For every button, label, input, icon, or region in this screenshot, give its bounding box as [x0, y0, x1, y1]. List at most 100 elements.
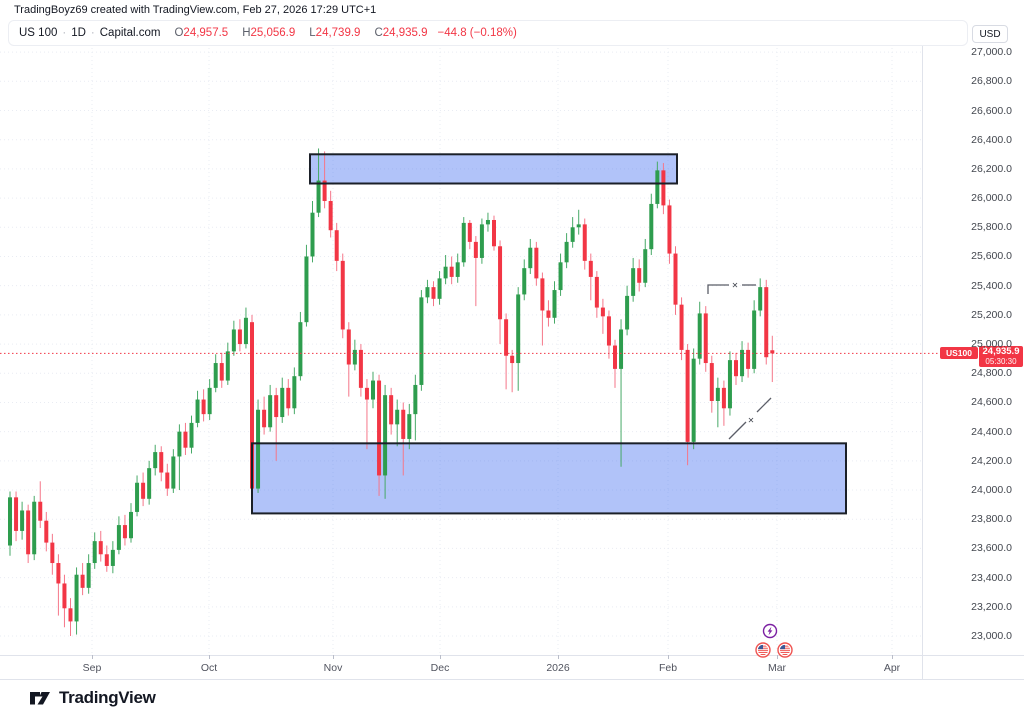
candle[interactable] — [467, 219, 472, 250]
candle[interactable] — [26, 504, 31, 564]
us-flag-event-icon[interactable] — [777, 642, 793, 658]
candle[interactable] — [92, 532, 97, 569]
candle[interactable] — [358, 344, 363, 397]
candle[interactable] — [734, 352, 738, 385]
candle[interactable] — [528, 238, 533, 274]
candle[interactable] — [534, 241, 539, 286]
candle[interactable] — [649, 193, 654, 256]
candle[interactable] — [135, 475, 140, 517]
currency-button[interactable]: USD — [972, 25, 1008, 43]
candle[interactable] — [371, 371, 375, 409]
candle[interactable] — [613, 339, 617, 388]
candle[interactable] — [104, 545, 109, 572]
candle[interactable] — [746, 342, 751, 378]
candle[interactable] — [582, 218, 587, 270]
candle[interactable] — [691, 348, 696, 450]
candle[interactable] — [56, 554, 61, 616]
candle[interactable] — [44, 511, 49, 552]
candle[interactable] — [449, 256, 454, 285]
candle[interactable] — [413, 374, 418, 441]
candle[interactable] — [86, 554, 91, 594]
candle[interactable] — [522, 259, 527, 301]
candle[interactable] — [62, 574, 67, 628]
candle[interactable] — [401, 402, 406, 476]
supply-zone[interactable] — [310, 154, 677, 184]
symbol-title[interactable]: US 100 — [19, 27, 58, 39]
candle[interactable] — [764, 279, 769, 365]
candle[interactable] — [752, 300, 757, 374]
candle[interactable] — [364, 379, 369, 450]
demand-zone[interactable] — [252, 443, 846, 514]
candle[interactable] — [600, 298, 605, 334]
candle[interactable] — [709, 355, 714, 413]
candle[interactable] — [346, 322, 351, 397]
candle[interactable] — [576, 209, 581, 235]
candle[interactable] — [552, 281, 557, 324]
candle[interactable] — [322, 151, 327, 209]
candle[interactable] — [274, 387, 279, 461]
candle[interactable] — [165, 463, 170, 496]
candle[interactable] — [213, 354, 218, 393]
candle[interactable] — [504, 313, 509, 390]
candle[interactable] — [225, 342, 230, 385]
candle[interactable] — [485, 212, 490, 232]
candle[interactable] — [14, 491, 19, 542]
candle[interactable] — [189, 415, 194, 454]
candle[interactable] — [310, 201, 315, 263]
candle[interactable] — [207, 379, 212, 420]
time-axis[interactable]: Sep Oct Nov Dec 2026 Feb Mar Apr — [0, 655, 1024, 679]
candle[interactable] — [473, 236, 478, 307]
candle[interactable] — [68, 598, 73, 637]
candle[interactable] — [770, 335, 775, 383]
candle[interactable] — [286, 379, 291, 416]
candle[interactable] — [116, 516, 121, 555]
candle[interactable] — [98, 530, 103, 562]
candle[interactable] — [407, 403, 412, 450]
candle[interactable] — [195, 390, 200, 428]
candle[interactable] — [594, 271, 599, 318]
candle[interactable] — [625, 285, 630, 336]
candle[interactable] — [159, 446, 164, 482]
candle[interactable] — [479, 218, 484, 264]
candle[interactable] — [492, 215, 496, 251]
candle[interactable] — [177, 424, 182, 491]
candle[interactable] — [328, 190, 333, 238]
candle[interactable] — [667, 199, 672, 264]
trend-marker[interactable]: ✕ — [728, 397, 772, 440]
candle[interactable] — [122, 514, 127, 546]
tradingview-branding[interactable]: TradingView — [28, 686, 156, 710]
candle[interactable] — [377, 374, 382, 496]
candle[interactable] — [389, 387, 394, 435]
candle[interactable] — [262, 396, 267, 435]
candle[interactable] — [498, 240, 503, 345]
candle[interactable] — [740, 341, 745, 383]
candle[interactable] — [171, 449, 176, 493]
candle[interactable] — [679, 297, 684, 361]
candle[interactable] — [8, 491, 12, 556]
candle[interactable] — [570, 217, 575, 248]
candle[interactable] — [383, 384, 388, 499]
candle[interactable] — [129, 503, 133, 543]
candle[interactable] — [588, 253, 593, 301]
candle[interactable] — [298, 311, 303, 381]
candle[interactable] — [20, 501, 25, 540]
candle[interactable] — [461, 217, 466, 267]
candle[interactable] — [147, 460, 152, 505]
candle[interactable] — [50, 533, 55, 575]
candle[interactable] — [334, 222, 339, 272]
candle[interactable] — [546, 300, 551, 327]
candle[interactable] — [455, 253, 460, 283]
candle[interactable] — [715, 377, 720, 428]
candle[interactable] — [395, 399, 400, 447]
candle[interactable] — [564, 233, 569, 269]
candle[interactable] — [231, 320, 236, 356]
candle[interactable] — [655, 161, 660, 209]
candle[interactable] — [425, 279, 430, 304]
candle[interactable] — [183, 422, 188, 456]
candle[interactable] — [697, 301, 702, 365]
candle[interactable] — [510, 349, 515, 393]
candle[interactable] — [110, 541, 115, 574]
lightning-event-icon[interactable] — [762, 623, 778, 639]
candle[interactable] — [721, 380, 726, 426]
candle[interactable] — [540, 272, 545, 346]
